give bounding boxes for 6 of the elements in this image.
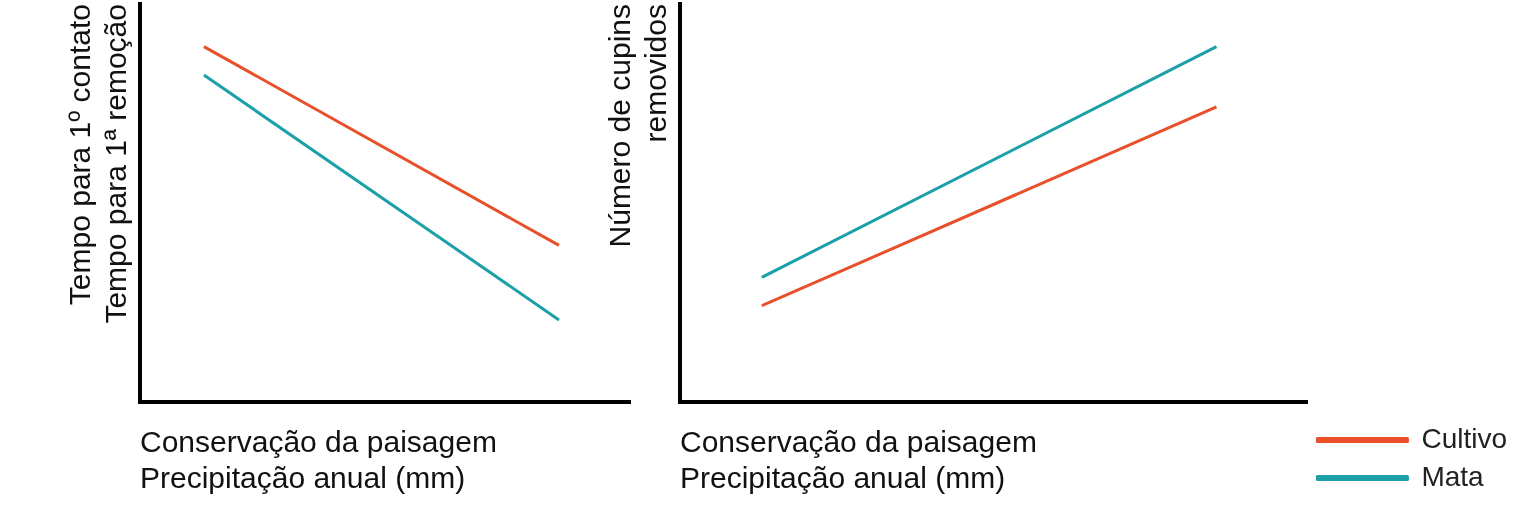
x-axis-title: Conservação da paisagem Precipitação anual (mm) [140, 425, 497, 495]
legend-label: Cultivo [1421, 422, 1508, 454]
x-axis-title: Conservação da paisagem Precipitação anual (mm) [680, 425, 1037, 495]
y-axis-title: Tempo para 1º contato Tempo para 1ª remoção [63, 4, 133, 324]
legend-label: Mata [1421, 460, 1485, 492]
y-axis-title: Número de cupins removidos [603, 4, 673, 248]
